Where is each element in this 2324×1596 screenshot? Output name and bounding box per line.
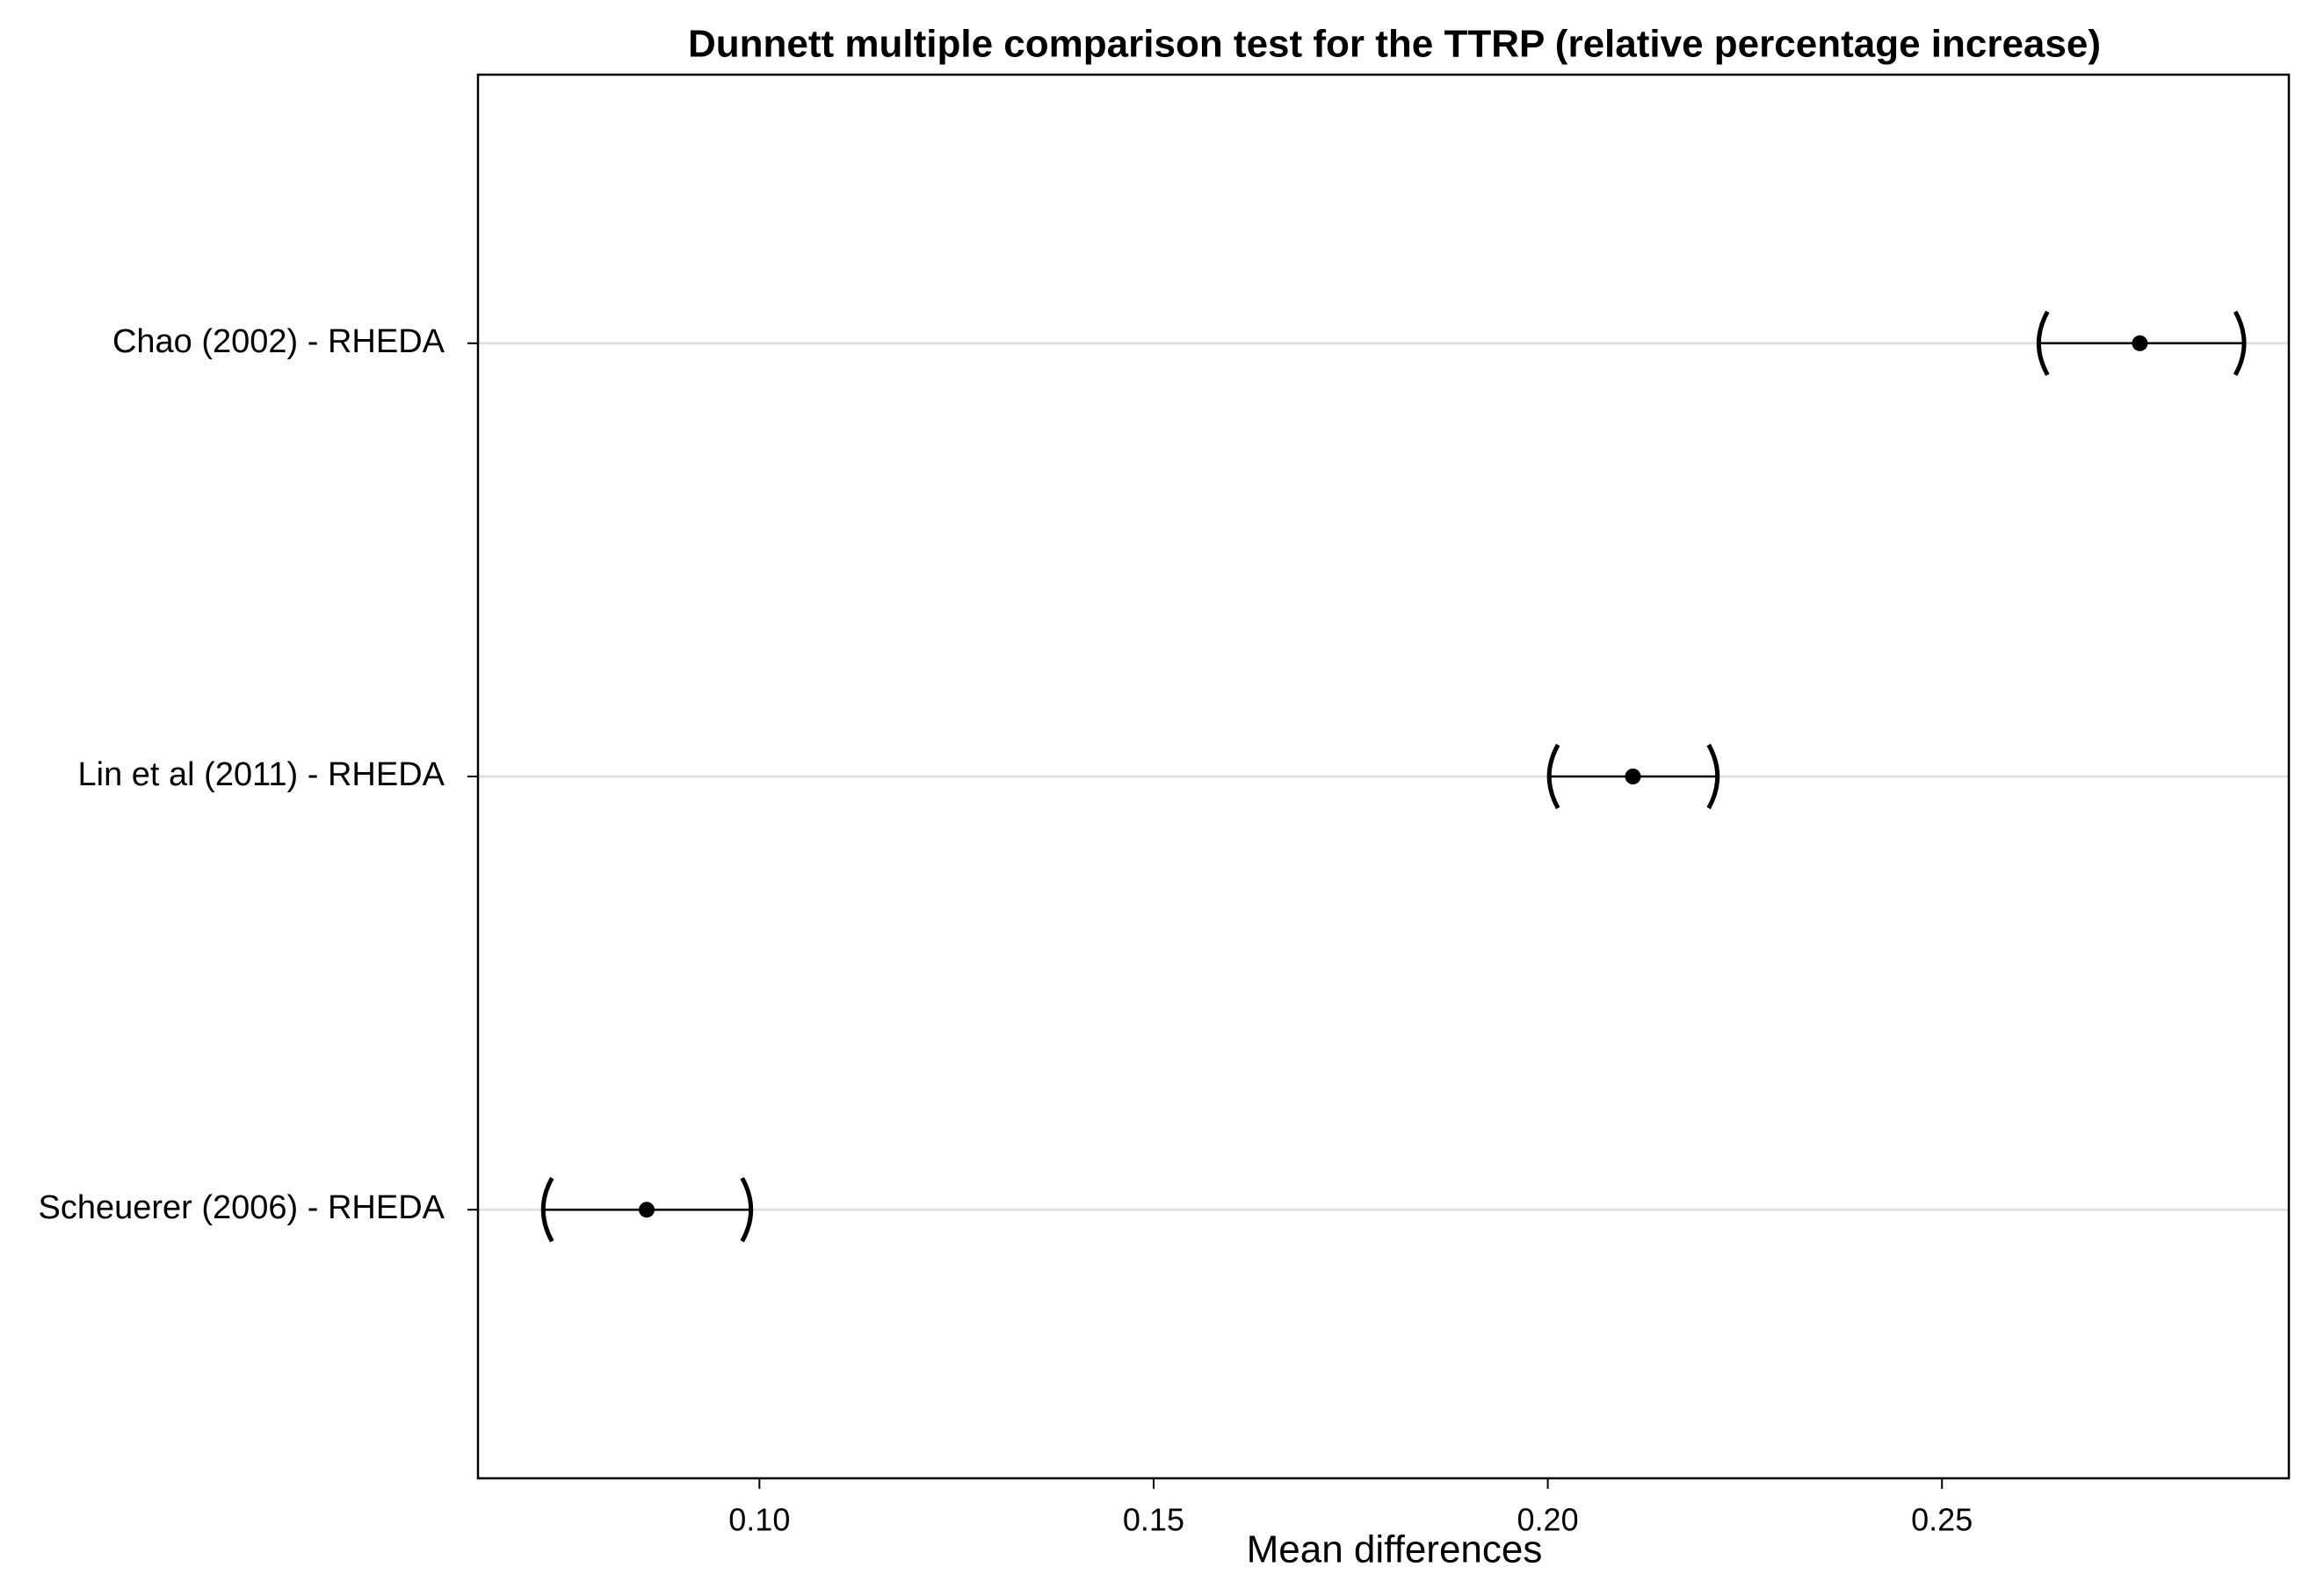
y-tick-label: Lin et al (2011) - RHEDA (78, 756, 445, 793)
upper-bracket (740, 1176, 754, 1243)
x-axis-label: Mean differences (1247, 1528, 1543, 1571)
plot-frame (476, 73, 2291, 1480)
x-tick-label: 0.15 (1123, 1502, 1184, 1538)
estimate-point (2132, 335, 2148, 351)
estimate-point (1625, 769, 1641, 784)
lower-bracket (2036, 310, 2050, 377)
upper-bracket (2233, 310, 2247, 377)
lower-bracket (1546, 743, 1560, 810)
y-tick-label: Chao (2002) - RHEDA (112, 323, 445, 360)
chart-title: Dunnett multiple comparison test for the… (688, 23, 2101, 66)
upper-bracket (1706, 743, 1720, 810)
y-tick-label: Scheuerer (2006) - RHEDA (38, 1189, 445, 1226)
lower-bracket (540, 1176, 554, 1243)
x-tick-label: 0.25 (1911, 1502, 1973, 1538)
estimate-point (639, 1202, 655, 1218)
x-tick-label: 0.20 (1517, 1502, 1579, 1538)
x-tick-label: 0.10 (728, 1502, 790, 1538)
